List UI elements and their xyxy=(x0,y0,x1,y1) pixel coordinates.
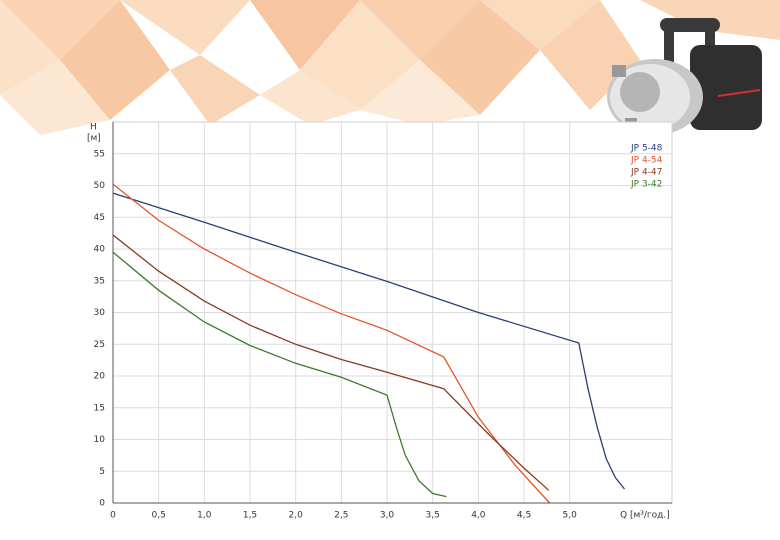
y-tick-label: 45 xyxy=(94,213,105,223)
x-axis-label: Q [м³/год.] xyxy=(620,511,670,521)
x-tick-label: 1,5 xyxy=(243,511,257,521)
series-line xyxy=(112,234,550,491)
x-tick-label: 3,5 xyxy=(426,511,440,521)
y-tick-label: 35 xyxy=(94,276,105,286)
x-tick-label: 0,5 xyxy=(152,511,166,521)
series-line xyxy=(112,251,447,498)
x-tick-label: 4,5 xyxy=(517,511,531,521)
x-tick-label: 4,0 xyxy=(471,511,486,521)
y-tick-label: 0 xyxy=(99,499,105,509)
y-tick-label: 30 xyxy=(94,308,106,318)
legend-entry: JP 3-42 xyxy=(630,180,662,190)
x-tick-label: 0 xyxy=(110,511,116,521)
y-tick-label: 50 xyxy=(94,181,106,191)
y-tick-label: 40 xyxy=(94,245,106,255)
pump-image xyxy=(607,18,762,135)
legend-entry: JP 4-54 xyxy=(630,156,663,166)
x-tick-label: 1,0 xyxy=(197,511,212,521)
y-tick-label: 25 xyxy=(94,340,105,350)
series-line xyxy=(112,192,626,490)
legend-entry: JP 4-47 xyxy=(630,168,662,178)
y-tick-label: 5 xyxy=(99,467,105,477)
x-tick-label: 3,0 xyxy=(380,511,395,521)
legend-entry: JP 5-48 xyxy=(630,144,663,154)
y-axis-unit: [м] xyxy=(87,134,101,144)
y-tick-label: 20 xyxy=(94,372,106,382)
x-tick-label: 2,0 xyxy=(289,511,304,521)
y-axis-label: H xyxy=(90,123,97,133)
x-tick-label: 5,0 xyxy=(563,511,578,521)
y-tick-label: 15 xyxy=(94,403,105,413)
y-tick-label: 55 xyxy=(94,149,105,159)
series-line xyxy=(112,183,551,504)
y-tick-label: 10 xyxy=(94,435,106,445)
x-tick-label: 2,5 xyxy=(334,511,348,521)
